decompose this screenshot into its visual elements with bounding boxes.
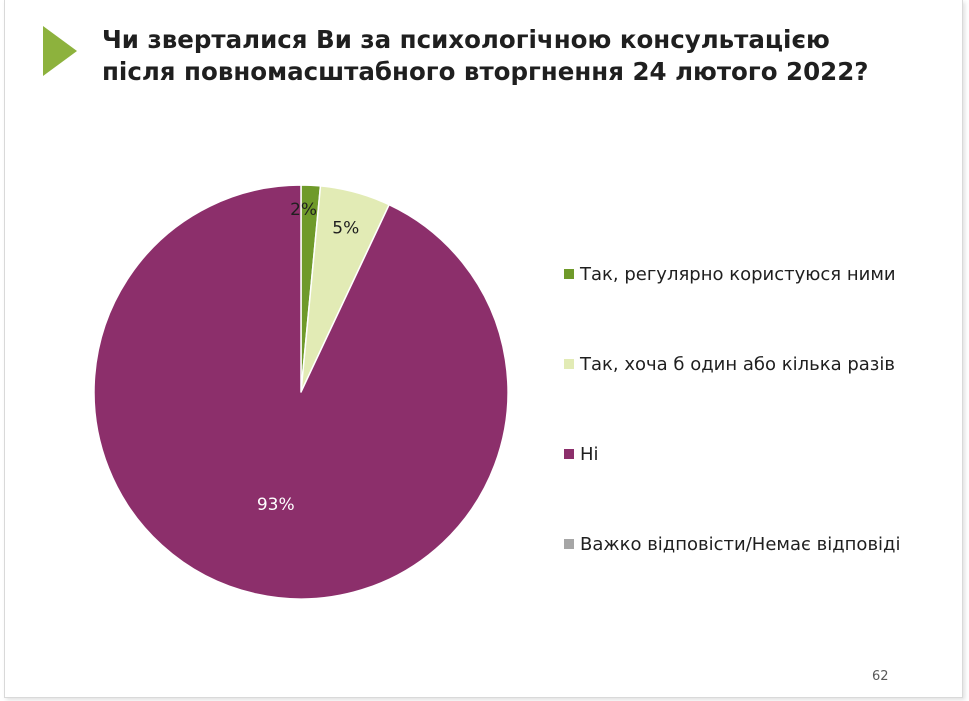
legend-swatch-4 <box>564 539 574 549</box>
pie-data-label-3: 93% <box>257 495 295 515</box>
legend-item-2: Так, хоча б один або кілька разів <box>564 352 895 376</box>
legend-label-4: Важко відповісти/Немає відповіді <box>580 533 901 555</box>
legend-label-2: Так, хоча б один або кілька разів <box>580 353 895 375</box>
page-number: 62 <box>872 669 889 684</box>
pie-data-label-2: 5% <box>332 218 359 238</box>
pie-labels: 2% 5% 93% <box>257 200 359 515</box>
legend-swatch-2 <box>564 359 574 369</box>
legend-label-3: Ні <box>580 443 599 465</box>
title-line-1: Чи зверталися Ви за психологічною консул… <box>102 25 830 54</box>
pie-data-label-1: 2% <box>290 200 317 220</box>
pie-slices <box>93 184 509 600</box>
legend-item-4: Важко відповісти/Немає відповіді <box>564 532 901 556</box>
legend-swatch-3 <box>564 449 574 459</box>
legend-label-1: Так, регулярно користуюся ними <box>580 263 896 285</box>
arrow-icon <box>43 26 77 76</box>
pie-slice-3 <box>93 184 509 600</box>
legend-item-3: Ні <box>564 442 599 466</box>
legend-item-1: Так, регулярно користуюся ними <box>564 262 896 286</box>
title-line-2: після повномасштабного вторгнення 24 лют… <box>102 57 869 86</box>
chart-title: Чи зверталися Ви за психологічною консул… <box>102 24 942 88</box>
legend-swatch-1 <box>564 269 574 279</box>
